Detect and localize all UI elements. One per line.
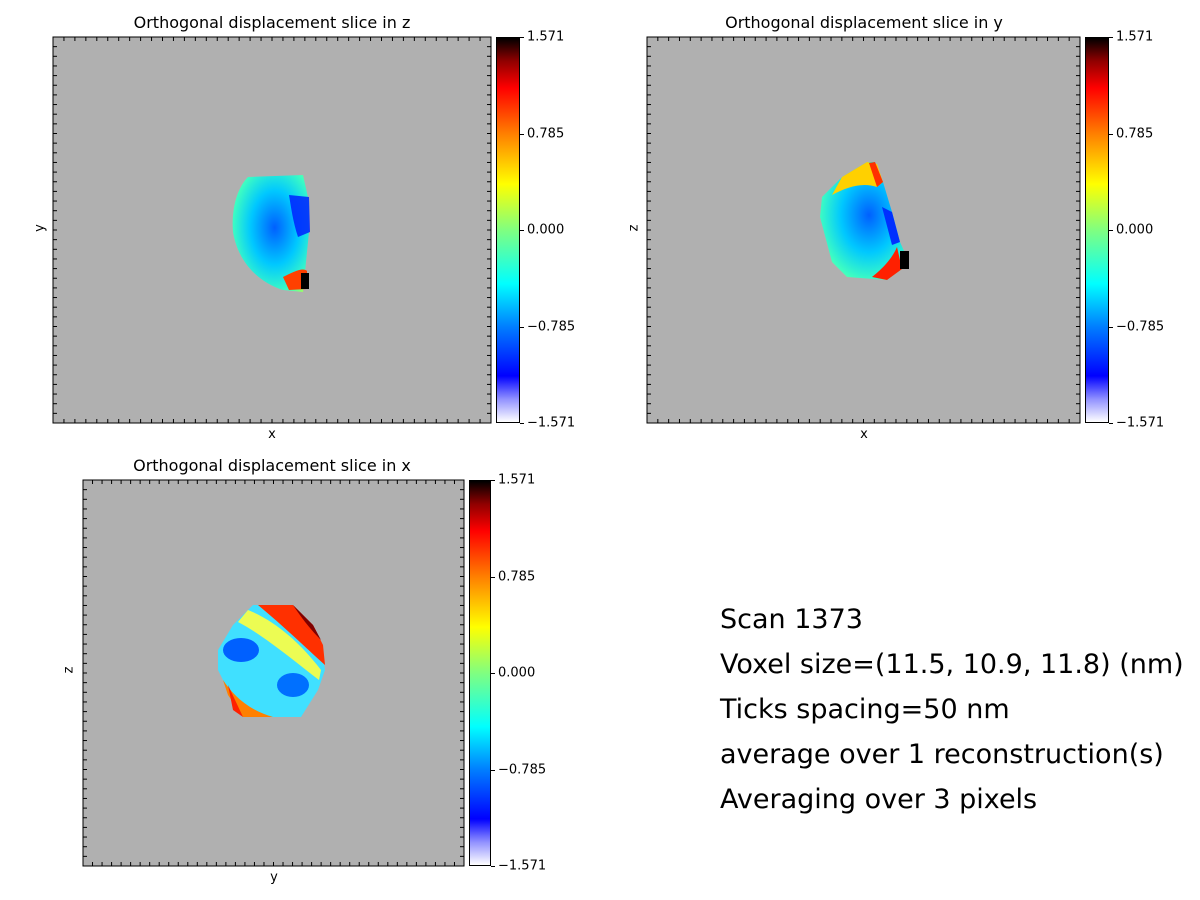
colorbar-tick-label: −1.571 [1116, 415, 1165, 431]
colorbar-tick-mark [491, 576, 495, 578]
panel-title: Orthogonal displacement slice in y [725, 13, 1003, 32]
x-axis-label: x [860, 427, 868, 442]
colorbar-tick-label: 1.571 [498, 472, 536, 488]
colorbar-tick-mark [1109, 326, 1113, 328]
colorbar-tick-mark [491, 480, 495, 481]
y-axis-label: y [32, 224, 48, 232]
colorbar-tick-label: −0.785 [1116, 319, 1165, 334]
displacement-red-region [872, 247, 902, 280]
colorbar-tick-label: −0.785 [498, 762, 547, 777]
info-average: average over 1 reconstruction(s) [720, 739, 1164, 770]
displacement-dark-red-region [293, 605, 321, 640]
colorbar-tick-label: −1.571 [527, 415, 576, 431]
heatmap-plot [52, 36, 492, 424]
displacement-blue-spot-right [277, 673, 309, 697]
info-ticks-spacing: Ticks spacing=50 nm [720, 694, 1010, 725]
colorbar-tick-label: 0.785 [527, 126, 565, 141]
colorbar [1085, 37, 1109, 423]
heatmap-plot [82, 479, 465, 867]
y-axis-label: z [61, 666, 77, 674]
displacement-blob [820, 162, 909, 280]
info-voxel-size: Voxel size=(11.5, 10.9, 11.8) (nm) [720, 649, 1184, 680]
displacement-red-band-lower [228, 685, 243, 717]
colorbar-tick-label: 1.571 [527, 29, 565, 45]
displacement-red-band [258, 605, 325, 665]
displacement-red-region-top [869, 162, 883, 187]
displacement-blue-spot-left [223, 638, 259, 662]
x-axis-label: y [270, 870, 278, 885]
colorbar-tick-mark [520, 423, 524, 424]
axes-frame [82, 479, 465, 867]
x-axis-label: x [268, 427, 276, 442]
colorbar-tick-mark [491, 673, 495, 674]
colorbar-tick-mark [1109, 133, 1113, 135]
colorbar-tick-mark [1109, 423, 1113, 424]
panel-title: Orthogonal displacement slice in x [133, 456, 411, 475]
displacement-yellow-region [832, 162, 883, 195]
displacement-blue-region [289, 195, 310, 237]
colorbar-tick-mark [520, 133, 524, 135]
axes-frame [52, 36, 492, 424]
y-axis-label: z [626, 224, 642, 232]
displacement-blob [232, 175, 309, 292]
colorbar-tick-mark [1109, 230, 1113, 231]
colorbar-tick-label: −1.571 [498, 858, 547, 874]
heatmap-plot [646, 36, 1081, 424]
colorbar-tick-mark [491, 769, 495, 771]
colorbar-tick-label: 0.785 [1116, 126, 1154, 141]
colorbar-tick-mark [520, 326, 524, 328]
info-averaging: Averaging over 3 pixels [720, 784, 1038, 815]
colorbar-tick-label: 0.000 [1116, 222, 1154, 238]
axes-frame [646, 36, 1081, 424]
info-scan: Scan 1373 [720, 604, 863, 635]
displacement-blue-region [882, 207, 900, 245]
panel-title: Orthogonal displacement slice in z [133, 13, 411, 32]
colorbar-tick-label: −0.785 [527, 319, 576, 334]
displacement-black-region [900, 251, 909, 269]
colorbar [469, 480, 491, 866]
displacement-black-region [301, 273, 309, 289]
colorbar-tick-label: 0.785 [498, 569, 536, 584]
colorbar-tick-mark [520, 37, 524, 38]
colorbar-tick-mark [520, 230, 524, 231]
colorbar-tick-label: 1.571 [1116, 29, 1154, 45]
colorbar-tick-label: 0.000 [498, 665, 536, 681]
colorbar-tick-label: 0.000 [527, 222, 565, 238]
colorbar-tick-mark [491, 866, 495, 867]
displacement-yellow-band [238, 610, 321, 680]
colorbar [496, 37, 520, 423]
colorbar-tick-mark [1109, 37, 1113, 38]
